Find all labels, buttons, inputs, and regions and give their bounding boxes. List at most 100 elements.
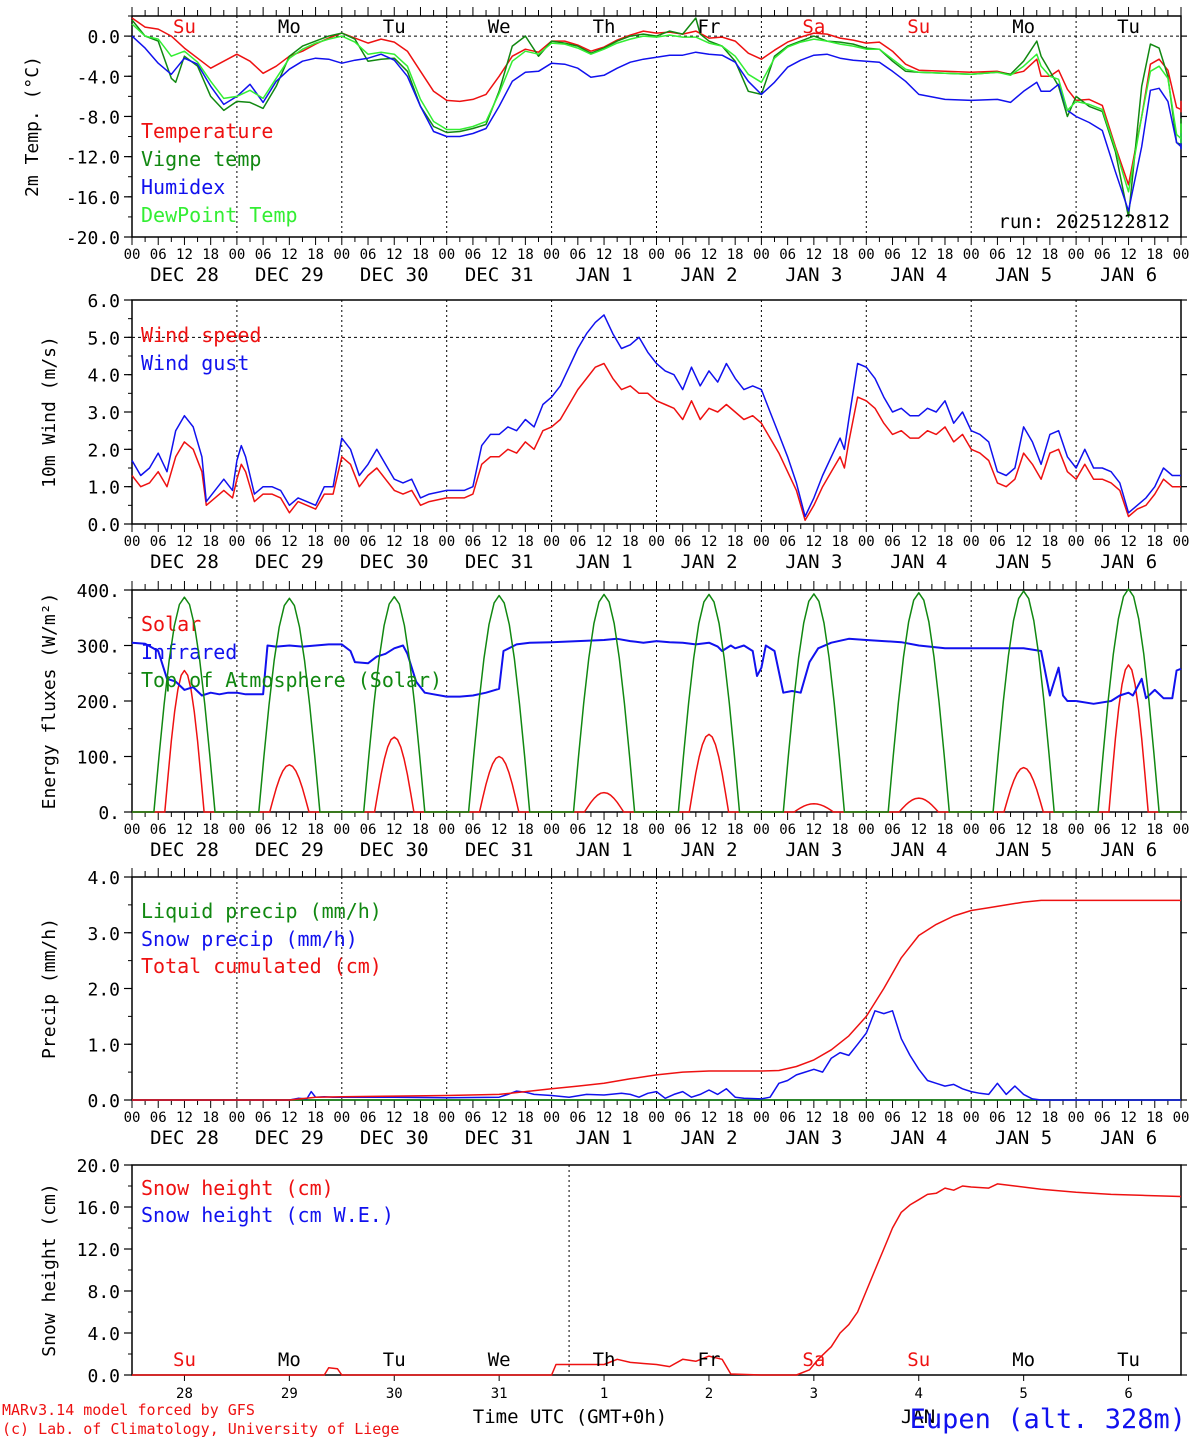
- hour-label: 06: [255, 247, 272, 263]
- hour-label: 00: [124, 1110, 141, 1126]
- day-label: DEC 31: [465, 551, 534, 573]
- hour-label: 18: [307, 247, 324, 263]
- hour-label: 00: [648, 534, 665, 550]
- hour-label: 00: [438, 534, 455, 550]
- hour-label: 12: [910, 822, 927, 838]
- y-tick-label: 16.0: [77, 1198, 120, 1219]
- series-line-infrared: [131, 637, 1182, 705]
- day-label: JAN 2: [680, 1127, 737, 1149]
- hour-label: 18: [517, 534, 534, 550]
- hour-label: 00: [228, 534, 245, 550]
- hour-label: 18: [307, 1110, 324, 1126]
- hour-label: 12: [281, 822, 298, 838]
- day-label: DEC 28: [150, 839, 219, 861]
- y-tick-label: 0.0: [87, 1366, 120, 1387]
- hour-label: 18: [1041, 1110, 1058, 1126]
- hour-label: 00: [438, 1110, 455, 1126]
- hour-label: 00: [753, 534, 770, 550]
- hour-label: 12: [1015, 822, 1032, 838]
- y-tick-label: 0.0: [87, 515, 120, 536]
- hour-label: 06: [569, 1110, 586, 1126]
- day-label: JAN 4: [890, 839, 947, 861]
- series-line-humidex: [131, 35, 1182, 212]
- station-label: Eupen (alt. 328m): [910, 1404, 1186, 1435]
- day-label: JAN 6: [1100, 264, 1157, 286]
- legend-entry: Wind gust: [141, 351, 249, 375]
- hour-label: 00: [753, 247, 770, 263]
- day-label: JAN 3: [785, 551, 842, 573]
- hour-label: 00: [228, 822, 245, 838]
- weekday-label-top: Tu: [1117, 16, 1140, 38]
- weekday-label-bottom: Tu: [383, 1349, 406, 1371]
- hour-label: 00: [124, 247, 141, 263]
- day-label: DEC 30: [360, 264, 429, 286]
- date-label: 29: [281, 1386, 298, 1402]
- hour-label: 06: [779, 247, 796, 263]
- day-label: JAN 6: [1100, 1127, 1157, 1149]
- weekday-label-top: Su: [907, 16, 930, 38]
- hour-label: 00: [438, 247, 455, 263]
- day-label: JAN 3: [785, 839, 842, 861]
- hour-label: 06: [1094, 1110, 1111, 1126]
- hour-label: 12: [386, 247, 403, 263]
- hour-label: 12: [596, 1110, 613, 1126]
- legend-entry: Wind speed: [141, 323, 261, 347]
- hour-label: 12: [491, 822, 508, 838]
- hour-label: 18: [727, 247, 744, 263]
- day-label: JAN 1: [575, 839, 632, 861]
- y-axis-label: Precip (mm/h): [39, 918, 60, 1059]
- date-label: 4: [915, 1386, 923, 1402]
- hour-label: 00: [333, 1110, 350, 1126]
- hour-label: 06: [150, 822, 167, 838]
- y-tick-label: 2.0: [87, 440, 120, 461]
- hour-label: 00: [963, 822, 980, 838]
- hour-label: 18: [937, 1110, 954, 1126]
- hour-label: 18: [937, 822, 954, 838]
- hour-label: 06: [779, 1110, 796, 1126]
- day-label: JAN 5: [995, 839, 1052, 861]
- series-line-snow-precip-mm-h-: [132, 1010, 1181, 1101]
- hour-label: 00: [1068, 1110, 1085, 1126]
- hour-label: 12: [176, 534, 193, 550]
- hour-label: 12: [1120, 1110, 1137, 1126]
- hour-label: 06: [1094, 822, 1111, 838]
- hour-label: 18: [517, 1110, 534, 1126]
- hour-label: 18: [622, 534, 639, 550]
- day-label: JAN 5: [995, 551, 1052, 573]
- hour-label: 00: [1173, 534, 1190, 550]
- y-tick-label: -20.0: [66, 228, 120, 249]
- hour-label: 12: [596, 822, 613, 838]
- y-tick-label: 4.0: [87, 366, 120, 387]
- day-label: DEC 29: [255, 1127, 324, 1149]
- hour-label: 18: [937, 247, 954, 263]
- hour-label: 12: [281, 247, 298, 263]
- y-tick-label: 2.0: [87, 980, 120, 1001]
- day-label: JAN 2: [680, 264, 737, 286]
- hour-label: 00: [648, 822, 665, 838]
- day-label: JAN 4: [890, 1127, 947, 1149]
- hour-label: 18: [517, 247, 534, 263]
- hour-label: 06: [884, 1110, 901, 1126]
- hour-label: 00: [333, 247, 350, 263]
- y-tick-label: 1.0: [87, 1035, 120, 1056]
- day-label: JAN 6: [1100, 839, 1157, 861]
- day-label: JAN 1: [575, 264, 632, 286]
- hour-label: 06: [360, 822, 377, 838]
- hour-label: 00: [333, 822, 350, 838]
- day-label: JAN 2: [680, 551, 737, 573]
- day-label: DEC 31: [465, 1127, 534, 1149]
- hour-label: 06: [255, 822, 272, 838]
- y-tick-label: 0.0: [87, 27, 120, 48]
- weekday-label-top: Tu: [383, 16, 406, 38]
- hour-label: 18: [412, 1110, 429, 1126]
- hour-label: 18: [832, 247, 849, 263]
- hour-label: 06: [569, 822, 586, 838]
- hour-label: 12: [386, 822, 403, 838]
- day-label: DEC 28: [150, 264, 219, 286]
- weekday-label-bottom: Tu: [1117, 1349, 1140, 1371]
- day-label: DEC 30: [360, 839, 429, 861]
- hour-label: 18: [1041, 534, 1058, 550]
- hour-label: 06: [150, 534, 167, 550]
- hour-label: 18: [622, 247, 639, 263]
